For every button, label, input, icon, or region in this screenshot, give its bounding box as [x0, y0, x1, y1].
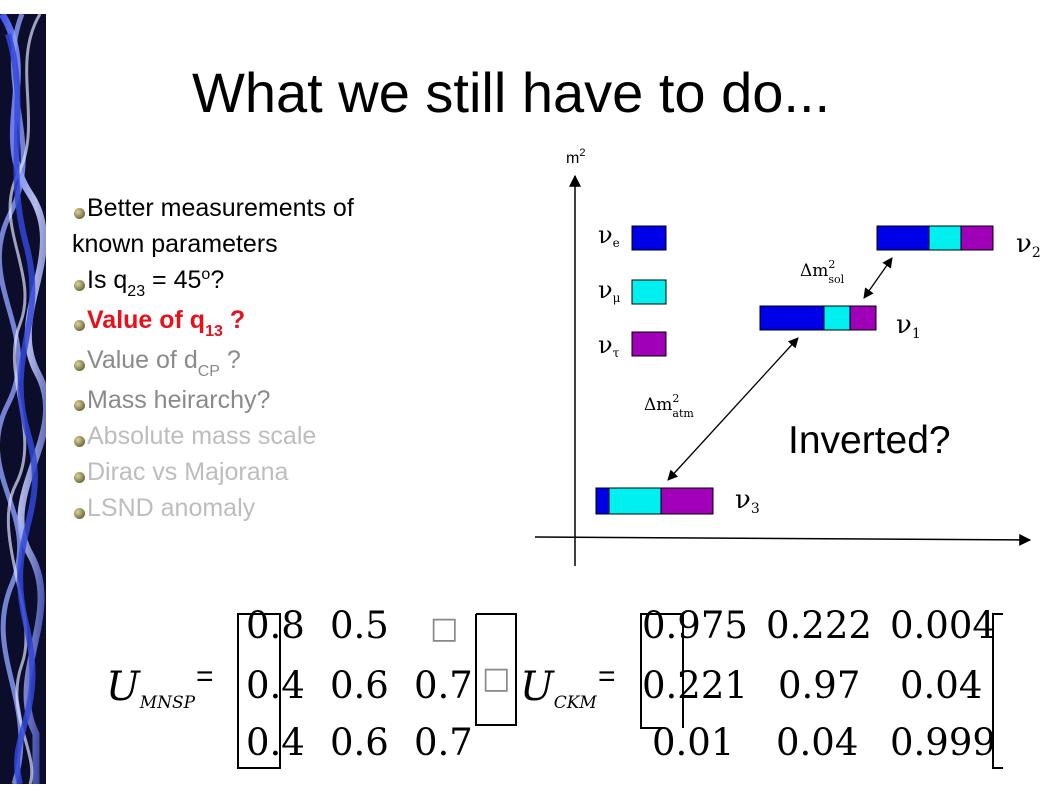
mnsp-tail-placeholder-icon: □: [482, 661, 510, 696]
mass-state-nu3: ν3: [595, 485, 760, 517]
ckm-cell: 0.01: [652, 721, 734, 764]
mnsp-cell: 0.4: [246, 721, 305, 764]
mnsp-matrix: UMNSP = 0.8 0.5 □ 0.4 0.6 0.7 0.4 0.6 0.…: [106, 604, 517, 769]
muon-flavor-swatch: [631, 279, 667, 305]
mnsp-cell: 0.4: [246, 664, 305, 707]
bullet-text: Absolute mass scale: [87, 422, 317, 450]
mixing-matrices: UMNSP = 0.8 0.5 □ 0.4 0.6 0.7 0.4 0.6 0.…: [106, 604, 1003, 769]
mnsp-cell: 0.7: [414, 721, 473, 764]
mnsp-cell-placeholder-icon: □: [430, 611, 458, 646]
bullet-absolute-mass: Absolute mass scale: [72, 418, 452, 454]
bullet-dot-icon: [74, 400, 85, 411]
bullet-text: Better measurements of: [87, 194, 354, 222]
mnsp-symbol: UMNSP: [106, 664, 196, 713]
delta-sol-label: Δm2 sol: [800, 258, 845, 286]
neutrino-mass-diagram: m2 νe νμ ντ ν2 ν1 ν3 Δm2 sol Δm2 atm Inver…: [534, 147, 1040, 566]
bullet-better-measurements: Better measurements of known parameters: [72, 190, 452, 262]
bullet-text: Mass heirarchy?: [87, 386, 271, 414]
ckm-equals: =: [598, 660, 616, 693]
bullet-list: Better measurements of known parameters …: [72, 190, 452, 526]
flavor-label-mu: νμ: [598, 276, 621, 305]
ckm-cell: 0.97: [778, 664, 860, 707]
bullet-dot-icon: [74, 360, 85, 371]
bullet-mass-hierarchy: Mass heirarchy?: [72, 382, 452, 418]
bullet-theta13: Value of q13 ?: [72, 302, 452, 342]
bullet-text: Is q: [87, 266, 128, 294]
bullet-lsnd: LSND anomaly: [72, 490, 452, 526]
flavor-legend: νe νμ ντ: [598, 221, 667, 360]
mnsp-cell: 0.8: [246, 604, 305, 647]
bullet-text-tail: ?: [210, 266, 225, 294]
ckm-cell: 0.04: [776, 721, 858, 764]
mnsp-right-bracket: [475, 613, 517, 726]
ckm-matrix: UCKM = 0.975 0.222 0.004 0.221 0.97 0.04…: [520, 604, 1003, 769]
mnsp-cell: 0.5: [330, 604, 389, 647]
mnsp-cell: 0.6: [330, 721, 389, 764]
bullet-text-suffix: = 45: [145, 266, 202, 294]
inverted-note: Inverted?: [788, 419, 951, 462]
electron-flavor-swatch: [631, 225, 667, 251]
bullet-dot-icon: [74, 280, 85, 291]
bullet-subscript: CP: [197, 363, 220, 380]
bullet-dot-icon: [74, 208, 85, 219]
mnsp-left-bracket: [237, 613, 262, 769]
bullet-text: LSND anomaly: [87, 494, 256, 522]
mass-label-nu1: ν1: [896, 310, 921, 342]
flavor-label-tau: ντ: [598, 331, 620, 360]
delta-atm-label: Δm2 atm: [644, 392, 694, 420]
bullet-text-tail: ?: [226, 346, 241, 374]
ckm-cell: 0.222: [766, 604, 872, 647]
ckm-cell: 0.999: [890, 721, 996, 764]
bullet-dot-icon: [74, 320, 85, 331]
delta-sol-arrow: [863, 257, 893, 299]
bullet-superscript: o: [201, 266, 211, 283]
ckm-left-bracket: [640, 613, 665, 729]
x-axis: [534, 533, 1032, 546]
slide-title: What we still have to do...: [192, 61, 831, 124]
swirl-pattern-icon: [0, 14, 46, 784]
bullet-dot-icon: [74, 508, 85, 519]
mnsp-equals: =: [196, 660, 214, 693]
ckm-cell: 0.04: [900, 664, 982, 707]
bullet-dirac-majorana: Dirac vs Majorana: [72, 454, 452, 490]
ckm-right-bracket: [992, 613, 1003, 769]
bullet-delta-cp: Value of dCP ?: [72, 342, 452, 382]
ckm-cell: 0.004: [890, 604, 996, 647]
mnsp-cell: 0.7: [414, 664, 473, 707]
mnsp-inner-bracket: [260, 613, 281, 769]
axis-label: m2: [566, 147, 585, 167]
ckm-cell: 0.221: [642, 664, 748, 707]
bullet-theta23: Is q23 = 45o?: [72, 262, 452, 302]
bullet-subscript: 13: [205, 323, 223, 340]
mass-label-nu2: ν2: [1016, 229, 1040, 261]
delta-atm-arrow: [667, 337, 799, 481]
bullet-dot-icon: [74, 472, 85, 483]
ckm-inner-bracket: [663, 613, 684, 728]
mass-label-nu3: ν3: [735, 485, 760, 517]
bullet-text: Value of q: [87, 306, 206, 334]
ckm-symbol: UCKM: [520, 664, 597, 713]
decorative-side-strip: [0, 14, 46, 784]
bullet-text: Value of d: [87, 346, 198, 374]
bullet-subscript: 23: [127, 283, 146, 300]
mnsp-cell: 0.6: [330, 664, 389, 707]
bullet-text-tail: ?: [229, 306, 246, 334]
bullet-text-continuation: known parameters: [72, 230, 278, 258]
bullet-text: Dirac vs Majorana: [87, 458, 289, 486]
tau-flavor-swatch: [631, 331, 667, 357]
flavor-label-e: νe: [598, 221, 620, 250]
mass-state-nu2: ν2: [876, 225, 1040, 261]
mass-state-nu1: ν1: [759, 305, 921, 342]
bullet-dot-icon: [74, 436, 85, 447]
ckm-cell: 0.975: [642, 604, 748, 647]
